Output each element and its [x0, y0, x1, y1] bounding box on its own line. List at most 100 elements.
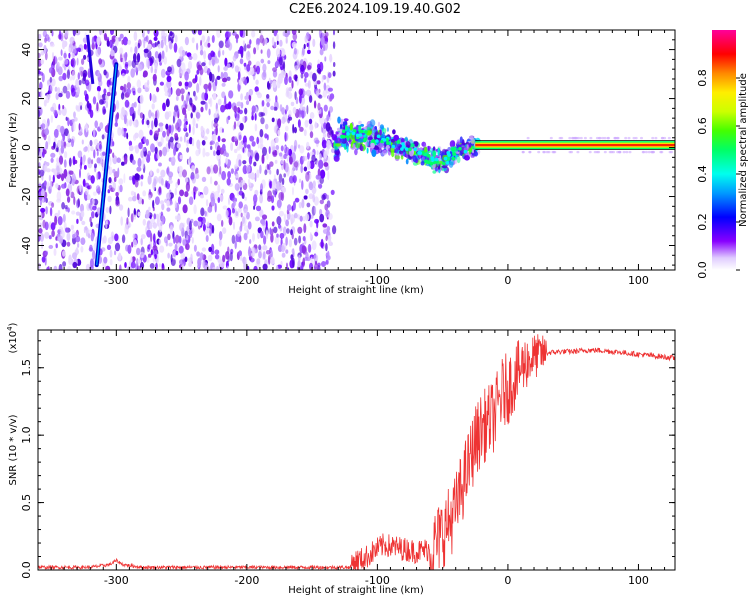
signal-speck	[432, 150, 437, 158]
noise-speck	[227, 115, 231, 121]
noise-speck	[53, 265, 58, 270]
noise-speck	[50, 152, 56, 158]
noise-speck	[109, 259, 113, 266]
noise-speck	[229, 251, 233, 262]
noise-speck	[290, 214, 295, 224]
snr-panel: -300 -200 -100 0 100 0.0 0.5 1.0 1.5 (x104) Heig…	[6, 322, 676, 596]
noise-speck	[271, 117, 275, 123]
noise-speck	[127, 60, 133, 67]
noise-speck	[101, 237, 105, 245]
noise-speck	[231, 234, 236, 244]
noise-speck	[81, 220, 86, 226]
noise-speck	[71, 178, 76, 186]
noise-speck	[149, 92, 152, 102]
noise-speck	[328, 106, 334, 113]
noise-speck	[199, 49, 204, 56]
noise-speck	[163, 236, 168, 244]
noise-speck	[154, 117, 158, 128]
noise-speck	[60, 228, 64, 235]
noise-speck	[44, 231, 50, 239]
noise-speck	[90, 232, 95, 242]
noise-speck	[142, 147, 146, 152]
noise-speck	[116, 112, 120, 120]
noise-speck	[39, 169, 45, 177]
noise-speck	[243, 208, 248, 217]
noise-speck	[134, 66, 138, 73]
noise-speck	[131, 256, 136, 262]
noise-speck	[199, 67, 204, 76]
noise-speck	[315, 174, 321, 180]
noise-speck	[226, 265, 229, 270]
noise-speck	[119, 184, 123, 193]
noise-speck	[258, 244, 262, 251]
noise-speck	[162, 146, 168, 157]
noise-speck	[183, 135, 186, 143]
noise-speck	[58, 56, 63, 61]
noise-speck	[190, 253, 193, 262]
noise-speck	[276, 233, 279, 238]
noise-speck	[271, 221, 275, 227]
noise-speck	[63, 141, 67, 149]
noise-speck	[167, 233, 171, 241]
noise-speck	[279, 39, 283, 47]
noise-speck	[281, 107, 285, 115]
noise-speck	[38, 183, 43, 189]
spectrogram-y-tick-label: 20	[20, 92, 33, 106]
noise-speck	[38, 262, 41, 269]
noise-speck	[271, 205, 275, 211]
noise-speck	[325, 242, 328, 252]
noise-speck	[58, 155, 64, 165]
noise-speck	[273, 30, 278, 37]
noise-speck	[280, 145, 284, 152]
noise-speck	[218, 263, 221, 268]
noise-speck	[77, 198, 80, 208]
noise-speck	[216, 265, 219, 270]
noise-speck	[150, 65, 154, 74]
signal-speck	[374, 126, 378, 130]
noise-speck	[159, 149, 163, 157]
noise-speck	[131, 241, 134, 248]
signal-speck	[337, 116, 341, 124]
noise-speck	[249, 239, 252, 244]
noise-speck	[147, 79, 150, 86]
noise-speck	[277, 74, 283, 84]
noise-speck	[169, 41, 173, 50]
noise-speck	[313, 263, 319, 270]
noise-speck	[166, 200, 170, 207]
snr-scale-base: (x10	[8, 331, 19, 354]
noise-speck	[183, 100, 187, 107]
noise-speck	[320, 36, 325, 46]
signal-peak	[447, 153, 452, 157]
noise-speck	[304, 35, 308, 43]
noise-speck	[64, 151, 68, 159]
noise-speck	[275, 48, 281, 58]
noise-speck	[173, 236, 176, 244]
noise-speck	[170, 141, 174, 150]
noise-speck	[222, 49, 225, 56]
noise-speck	[178, 68, 184, 77]
noise-speck	[242, 40, 245, 46]
signal-peak	[451, 147, 456, 152]
noise-speck	[304, 78, 307, 83]
noise-speck	[38, 33, 42, 40]
noise-speck	[208, 108, 211, 116]
noise-speck	[146, 256, 150, 263]
noise-speck	[184, 71, 189, 81]
signal-peak	[351, 131, 356, 136]
noise-speck	[200, 44, 204, 52]
noise-speck	[109, 205, 112, 215]
noise-speck	[178, 235, 182, 244]
noise-speck	[185, 121, 188, 125]
noise-speck	[254, 113, 257, 121]
signal-speck	[432, 170, 437, 174]
noise-speck	[48, 244, 54, 249]
noise-speck	[205, 86, 208, 94]
noise-speck	[134, 179, 139, 188]
noise-speck	[167, 171, 174, 178]
noise-speck	[249, 39, 252, 45]
spectrogram-x-tick-label: -200	[234, 274, 259, 287]
signal-speck	[426, 156, 430, 161]
noise-speck	[93, 149, 96, 159]
noise-speck	[107, 237, 113, 245]
noise-speck	[79, 168, 81, 179]
